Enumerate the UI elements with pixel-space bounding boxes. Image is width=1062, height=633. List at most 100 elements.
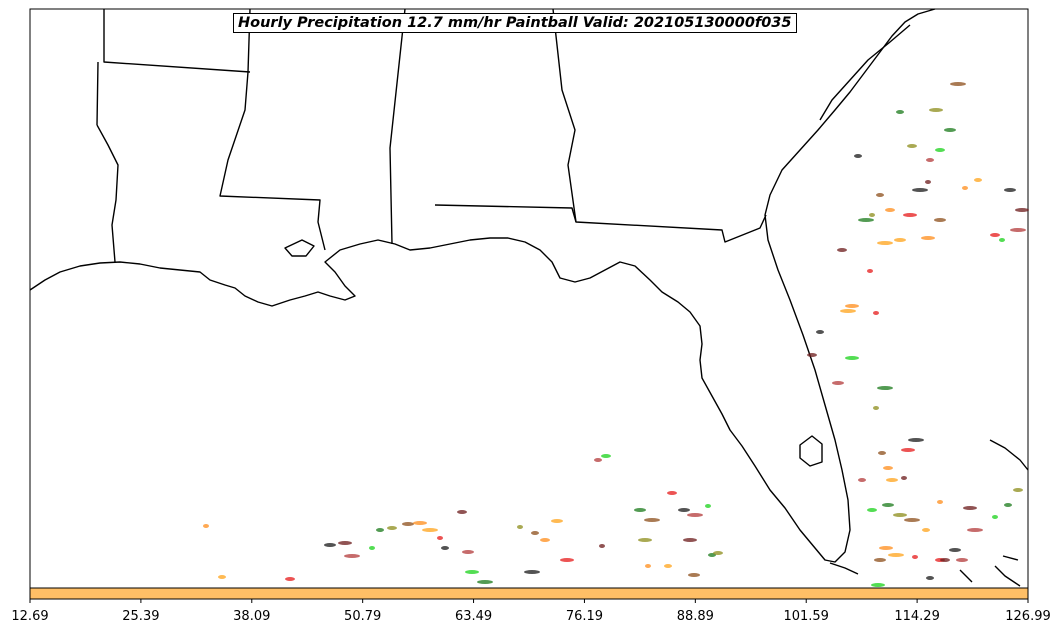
paintball-blob: [678, 508, 690, 512]
paintball-blob: [645, 564, 651, 568]
paintball-blob: [441, 546, 449, 550]
paintball-blob: [560, 558, 574, 562]
paintball-blob: [922, 528, 930, 532]
paintball-blob: [1015, 208, 1029, 212]
paintball-blob: [974, 178, 982, 182]
paintball-blob: [878, 451, 886, 455]
paintball-blob: [894, 238, 906, 242]
paintball-blob: [462, 550, 474, 554]
paintball-blob: [926, 576, 934, 580]
paintball-blob: [990, 233, 1000, 237]
colorbar-tick-label: 126.99: [1005, 609, 1051, 624]
colorbar-ticks: 12.69 25.39 38.09 50.79 63.49 76.19 88.89 101.5…: [11, 599, 1051, 624]
colorbar-tick-label: 38.09: [233, 609, 270, 624]
paintball-blob: [218, 575, 226, 579]
paintball-blob: [594, 458, 602, 462]
paintball-blob: [634, 508, 646, 512]
paintball-blob: [832, 381, 844, 385]
state-border-tx-la: [96, 61, 119, 263]
paintball-blob: [324, 543, 336, 547]
paintball-blob: [664, 564, 672, 568]
lake-pontchartrain: [284, 239, 315, 257]
paintball-blob: [807, 353, 817, 357]
paintball-blob: [871, 583, 885, 587]
paintball-blob: [285, 577, 295, 581]
map-outlines: [29, 8, 1029, 587]
paintball-blob: [465, 570, 479, 574]
atlantic-coast-detail: [819, 24, 911, 121]
keys: [829, 562, 859, 575]
paintball-blob: [858, 478, 866, 482]
paintball-blob: [402, 522, 414, 526]
paintball-blob: [858, 218, 874, 222]
paintball-blob: [854, 154, 862, 158]
paintball-blob: [840, 309, 856, 313]
paintball-blob: [999, 238, 1005, 242]
paintball-blob: [888, 553, 904, 557]
paintball-blob: [437, 536, 443, 540]
paintball-blob: [901, 476, 907, 480]
state-border-al-fl: [434, 204, 577, 223]
paintball-blob: [845, 356, 859, 360]
paintball-blob: [713, 551, 723, 555]
paintball-blob: [867, 508, 877, 512]
paintball-blob: [940, 558, 950, 562]
colorbar-tick-label: 114.29: [894, 609, 940, 624]
colorbar-tick-label: 63.49: [455, 609, 492, 624]
paintball-blob: [1004, 188, 1016, 192]
paintball-blob: [531, 531, 539, 535]
colorbar-tick-label: 101.59: [783, 609, 829, 624]
paintball-blob: [687, 513, 703, 517]
paintball-blob: [877, 386, 893, 390]
paintball-blob: [885, 208, 895, 212]
paintball-blob: [422, 528, 438, 532]
paintball-blob: [907, 144, 917, 148]
paintball-blob: [873, 406, 879, 410]
paintball-blob: [457, 510, 467, 514]
paintball-blob: [599, 544, 605, 548]
paintball-blob: [867, 269, 873, 273]
paintball-blob: [688, 573, 700, 577]
paintball-blob: [949, 548, 961, 552]
paintball-blob: [876, 193, 884, 197]
colorbar-tick-label: 76.19: [566, 609, 603, 624]
colorbar-tick-label: 88.89: [677, 609, 714, 624]
paintball-blob: [929, 108, 943, 112]
paintball-blob: [901, 448, 915, 452]
paintball-blob: [921, 236, 935, 240]
paintball-blob: [517, 525, 523, 529]
paintball-blob: [344, 554, 360, 558]
paintball-blob: [992, 515, 998, 519]
paintball-blob: [967, 528, 983, 532]
map-title: Hourly Precipitation 12.7 mm/hr Paintbal…: [233, 13, 797, 33]
paintball-blob: [935, 148, 945, 152]
paintball-blob: [896, 110, 904, 114]
gulf-coastline: [29, 8, 936, 563]
bahamas-cuba: [959, 439, 1029, 587]
paintball-blob: [937, 500, 943, 504]
paintball-blob: [524, 570, 540, 574]
paintball-blob: [908, 438, 924, 442]
paintball-blob: [869, 213, 875, 217]
paintball-blob: [1010, 228, 1026, 232]
paintball-blob: [893, 513, 907, 517]
state-border-ms-al: [389, 8, 406, 245]
paintball-blob: [413, 521, 427, 525]
paintball-blob: [551, 519, 563, 523]
paintball-blob: [644, 518, 660, 522]
paintball-blob: [944, 128, 956, 132]
paintball-blob: [683, 538, 697, 542]
state-border-ar-la: [103, 9, 251, 73]
paintball-blob: [376, 528, 384, 532]
paintball-blob: [387, 526, 397, 530]
paintball-blob: [950, 82, 966, 86]
paintball-blob: [925, 180, 931, 184]
paintball-blob: [667, 491, 677, 495]
colorbar-tick-label: 50.79: [344, 609, 381, 624]
paintball-blob: [601, 454, 611, 458]
paintball-blob: [638, 538, 652, 542]
paintball-blob: [879, 546, 893, 550]
paintball-blob: [873, 311, 879, 315]
paintball-blob: [877, 241, 893, 245]
